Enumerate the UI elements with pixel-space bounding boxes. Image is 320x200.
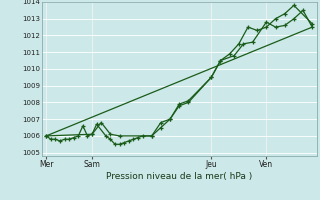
X-axis label: Pression niveau de la mer( hPa ): Pression niveau de la mer( hPa ) [106,172,252,181]
